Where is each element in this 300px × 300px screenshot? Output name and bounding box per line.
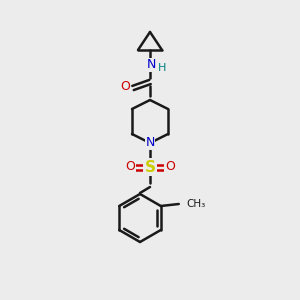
Text: O: O: [165, 160, 175, 173]
Text: O: O: [120, 80, 130, 94]
Text: CH₃: CH₃: [187, 199, 206, 209]
Text: H: H: [158, 63, 166, 73]
Text: N: N: [146, 58, 156, 71]
Text: O: O: [125, 160, 135, 173]
Text: S: S: [145, 160, 155, 175]
Text: N: N: [145, 136, 155, 149]
